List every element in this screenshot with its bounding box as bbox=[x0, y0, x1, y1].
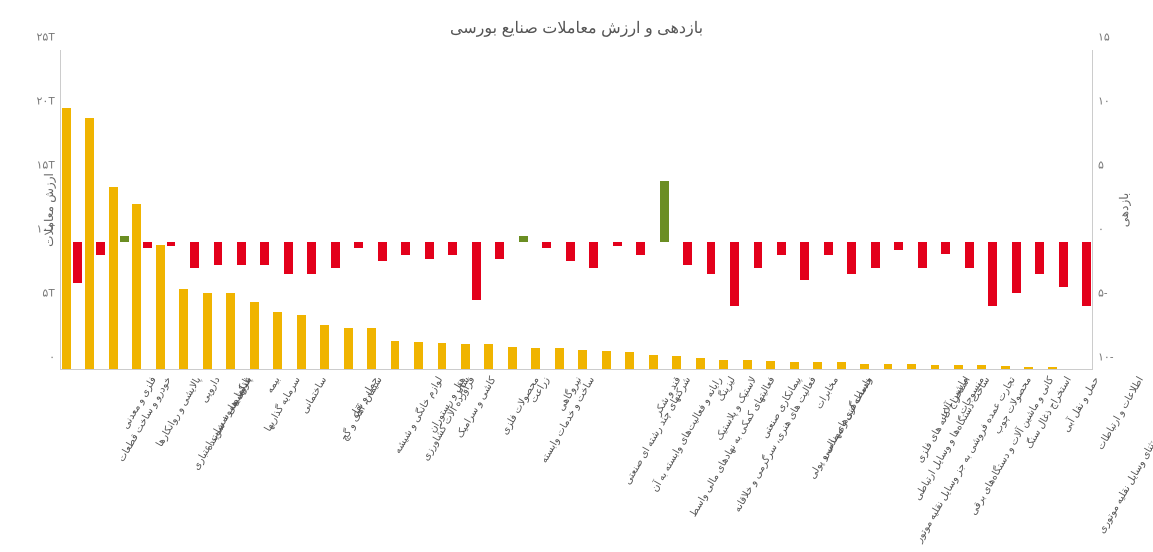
return-bar bbox=[307, 242, 316, 274]
return-bar bbox=[894, 242, 903, 250]
return-bar bbox=[354, 242, 363, 248]
x-axis-label: اطلاعات و ارتباطات bbox=[1095, 375, 1146, 452]
chart: بازدهی و ارزش معاملات صنایع بورسی ارزش م… bbox=[10, 10, 1143, 542]
return-bar bbox=[542, 242, 551, 248]
return-bar bbox=[1035, 242, 1044, 274]
value-bar bbox=[555, 348, 564, 370]
value-bar bbox=[203, 293, 212, 370]
return-bar bbox=[800, 242, 809, 280]
value-bar bbox=[672, 356, 681, 370]
x-axis-labels: خودرو و ساخت قطعاتفلزی و معدنیپالایشی و … bbox=[60, 375, 1093, 545]
return-bar bbox=[260, 242, 269, 265]
return-bar bbox=[1082, 242, 1091, 306]
return-bar bbox=[401, 242, 410, 255]
return-bar bbox=[120, 236, 129, 242]
return-bar bbox=[636, 242, 645, 255]
return-bar bbox=[589, 242, 598, 268]
return-bar bbox=[707, 242, 716, 274]
return-bar bbox=[754, 242, 763, 268]
value-bar bbox=[85, 118, 94, 370]
value-bar bbox=[297, 315, 306, 370]
value-bar bbox=[414, 342, 423, 370]
return-bar bbox=[495, 242, 504, 259]
value-bar bbox=[250, 302, 259, 370]
return-bar bbox=[777, 242, 786, 255]
y-left-ticks: ۰۵T۱۰T۱۵T۲۰T۲۵T bbox=[20, 50, 55, 370]
return-bar bbox=[613, 242, 622, 246]
plot-area: ارزش معاملات بازدهی ۰۵T۱۰T۱۵T۲۰T۲۵T -۱۰-… bbox=[60, 50, 1093, 370]
value-bar bbox=[625, 352, 634, 370]
return-bar bbox=[660, 181, 669, 242]
value-bar bbox=[273, 312, 282, 370]
x-axis-label: محصولات فلزی bbox=[499, 375, 541, 437]
value-bar bbox=[461, 344, 470, 370]
bars-layer bbox=[60, 50, 1093, 370]
return-bar bbox=[683, 242, 692, 265]
return-bar bbox=[847, 242, 856, 274]
value-bar bbox=[438, 343, 447, 370]
y-right-tick: ۰ bbox=[1098, 223, 1104, 236]
value-bar bbox=[367, 328, 376, 370]
value-bar bbox=[132, 204, 141, 370]
value-bar bbox=[391, 341, 400, 370]
y-left-tick: ۵T bbox=[42, 287, 55, 300]
return-bar bbox=[965, 242, 974, 268]
return-bar bbox=[566, 242, 575, 261]
return-bar bbox=[941, 242, 950, 254]
return-bar bbox=[237, 242, 246, 265]
return-bar bbox=[167, 242, 176, 246]
return-bar bbox=[988, 242, 997, 306]
value-bar bbox=[484, 344, 493, 370]
x-axis-line bbox=[60, 369, 1093, 370]
return-bar bbox=[331, 242, 340, 268]
y-left-tick: ۲۵T bbox=[36, 31, 55, 44]
return-bar bbox=[190, 242, 199, 268]
y-right-tick: ۱۰ bbox=[1098, 95, 1110, 108]
value-bar bbox=[344, 328, 353, 370]
value-bar bbox=[649, 355, 658, 370]
return-bar bbox=[1012, 242, 1021, 293]
return-bar bbox=[824, 242, 833, 255]
value-bar bbox=[578, 350, 587, 370]
y-left-tick: ۱۵T bbox=[36, 159, 55, 172]
value-bar bbox=[531, 348, 540, 370]
value-bar bbox=[62, 108, 71, 370]
return-bar bbox=[448, 242, 457, 255]
value-bar bbox=[179, 289, 188, 370]
return-bar bbox=[284, 242, 293, 274]
return-bar bbox=[425, 242, 434, 259]
value-bar bbox=[508, 347, 517, 370]
x-axis-label: غذایی ها bbox=[226, 375, 253, 411]
return-bar bbox=[143, 242, 152, 248]
value-bar bbox=[226, 293, 235, 370]
return-bar bbox=[378, 242, 387, 261]
return-bar bbox=[730, 242, 739, 306]
x-axis-label: ساختمانی bbox=[299, 375, 329, 416]
return-bar bbox=[73, 242, 82, 283]
return-bar bbox=[918, 242, 927, 268]
return-bar bbox=[871, 242, 880, 268]
return-bar bbox=[519, 236, 528, 242]
return-bar bbox=[472, 242, 481, 300]
chart-title: بازدهی و ارزش معاملات صنایع بورسی bbox=[10, 10, 1143, 50]
value-bar bbox=[320, 325, 329, 370]
y-left-tick: ۱۰T bbox=[36, 223, 55, 236]
x-axis-label: بیمه bbox=[264, 375, 282, 395]
y-left-axis-line bbox=[60, 50, 61, 370]
y-left-tick: ۰ bbox=[49, 351, 55, 364]
return-bar bbox=[1059, 242, 1068, 287]
y-left-tick: ۲۰T bbox=[36, 95, 55, 108]
return-bar bbox=[96, 242, 105, 255]
return-bar bbox=[214, 242, 223, 265]
value-bar bbox=[602, 351, 611, 370]
y-right-tick: -۵ bbox=[1098, 287, 1108, 300]
y-right-axis-line bbox=[1092, 50, 1093, 370]
y-right-tick: ۱۵ bbox=[1098, 31, 1110, 44]
y-right-tick: ۵ bbox=[1098, 159, 1104, 172]
y-right-ticks: -۱۰-۵۰۵۱۰۱۵ bbox=[1098, 50, 1133, 370]
value-bar bbox=[109, 187, 118, 370]
value-bar bbox=[156, 245, 165, 370]
y-right-tick: -۱۰ bbox=[1098, 351, 1114, 364]
